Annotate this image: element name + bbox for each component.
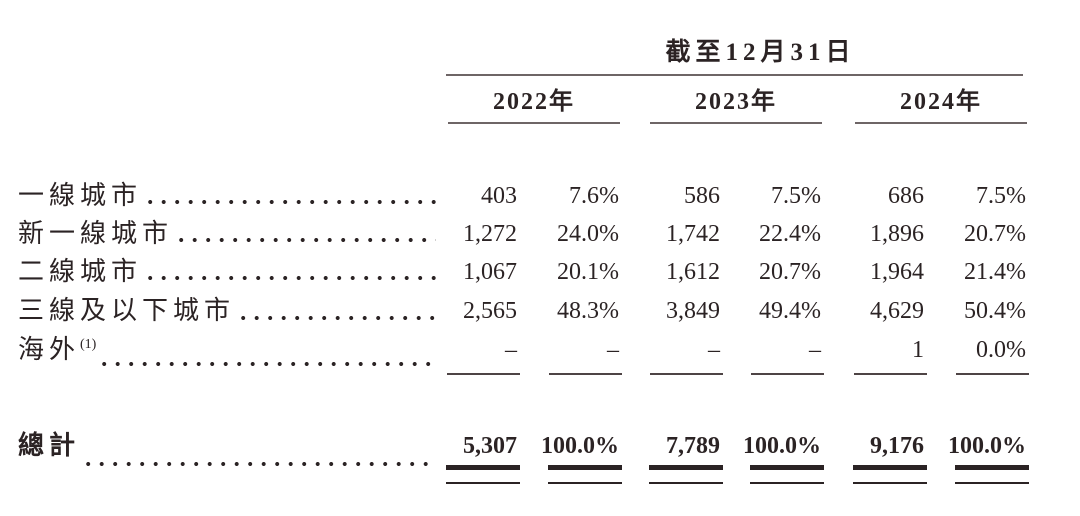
cell-2024-pct: 21.4% <box>964 259 1026 285</box>
cell-2024-pct: 7.5% <box>976 183 1026 209</box>
cell-2024-pct-total: 100.0% <box>927 427 1029 484</box>
cell-2023-count: 3,849 <box>666 298 720 324</box>
cell-2024-pct: 0.0% <box>927 331 1029 377</box>
cell-2022-pct: 24.0% <box>557 221 619 247</box>
column-header-2023: 2023年 <box>622 76 824 124</box>
row-label: 新一線城市 <box>18 215 446 253</box>
dot-leader <box>102 358 436 370</box>
cell-2022-pct: 48.3% <box>557 298 619 324</box>
dot-leader <box>179 234 436 246</box>
cell-2022-pct: – <box>520 331 622 377</box>
cell-2023-pct: 20.7% <box>759 259 821 285</box>
dot-leader <box>148 272 436 284</box>
cell-2023-pct: 7.5% <box>771 183 821 209</box>
cell-2023-pct: – <box>723 331 824 377</box>
dot-leader <box>86 458 436 470</box>
dot-leader <box>241 312 436 324</box>
cell-2022-pct: 7.6% <box>569 183 619 209</box>
cell-2022-pct-total: 100.0% <box>520 427 622 484</box>
column-header-2022: 2022年 <box>446 76 622 124</box>
cell-2022-count-total: 5,307 <box>446 427 520 484</box>
cell-2023-pct-total: 100.0% <box>723 427 824 484</box>
footnote-marker: (1) <box>80 337 97 352</box>
cell-2023-count: 1,612 <box>666 259 720 285</box>
table-period-header: 截至12月31日 <box>446 0 1023 76</box>
cell-2022-pct: 20.1% <box>557 259 619 285</box>
city-tier-table: 截至12月31日 2022年 2023年 2024年 一線城市 403 7.6%… <box>18 0 1029 484</box>
cell-2024-count: 1,896 <box>870 221 924 247</box>
cell-2024-pct: 20.7% <box>964 221 1026 247</box>
cell-2023-pct: 49.4% <box>759 298 821 324</box>
row-label: 二線城市 <box>18 253 446 291</box>
cell-2023-count: – <box>622 331 723 377</box>
cell-2024-count: 1,964 <box>870 259 924 285</box>
year-label: 2024年 <box>900 89 982 115</box>
year-label: 2022年 <box>493 89 575 115</box>
cell-2024-count: 1 <box>824 331 927 377</box>
cell-2022-count: 1,272 <box>463 221 517 247</box>
row-label: 總計 <box>18 427 446 477</box>
body-total-gap <box>18 377 1029 427</box>
cell-2022-count: 403 <box>481 183 517 209</box>
column-header-2024: 2024年 <box>824 76 1029 124</box>
cell-2022-count: 1,067 <box>463 259 517 285</box>
cell-2022-count: – <box>446 331 520 377</box>
cell-2022-count: 2,565 <box>463 298 517 324</box>
year-label: 2023年 <box>695 89 777 115</box>
header-body-gap <box>18 124 1029 177</box>
cell-2023-count: 586 <box>684 183 720 209</box>
row-label: 一線城市 <box>18 177 446 215</box>
cell-2023-pct: 22.4% <box>759 221 821 247</box>
row-label: 海外 (1) <box>18 331 446 377</box>
dot-leader <box>148 196 436 208</box>
cell-2024-count-total: 9,176 <box>824 427 927 484</box>
cell-2024-count: 686 <box>888 183 924 209</box>
row-label: 三線及以下城市 <box>18 291 446 331</box>
period-title: 截至12月31日 <box>665 39 856 66</box>
cell-2023-count-total: 7,789 <box>622 427 723 484</box>
cell-2024-count: 4,629 <box>870 298 924 324</box>
cell-2024-pct: 50.4% <box>964 298 1026 324</box>
cell-2023-count: 1,742 <box>666 221 720 247</box>
